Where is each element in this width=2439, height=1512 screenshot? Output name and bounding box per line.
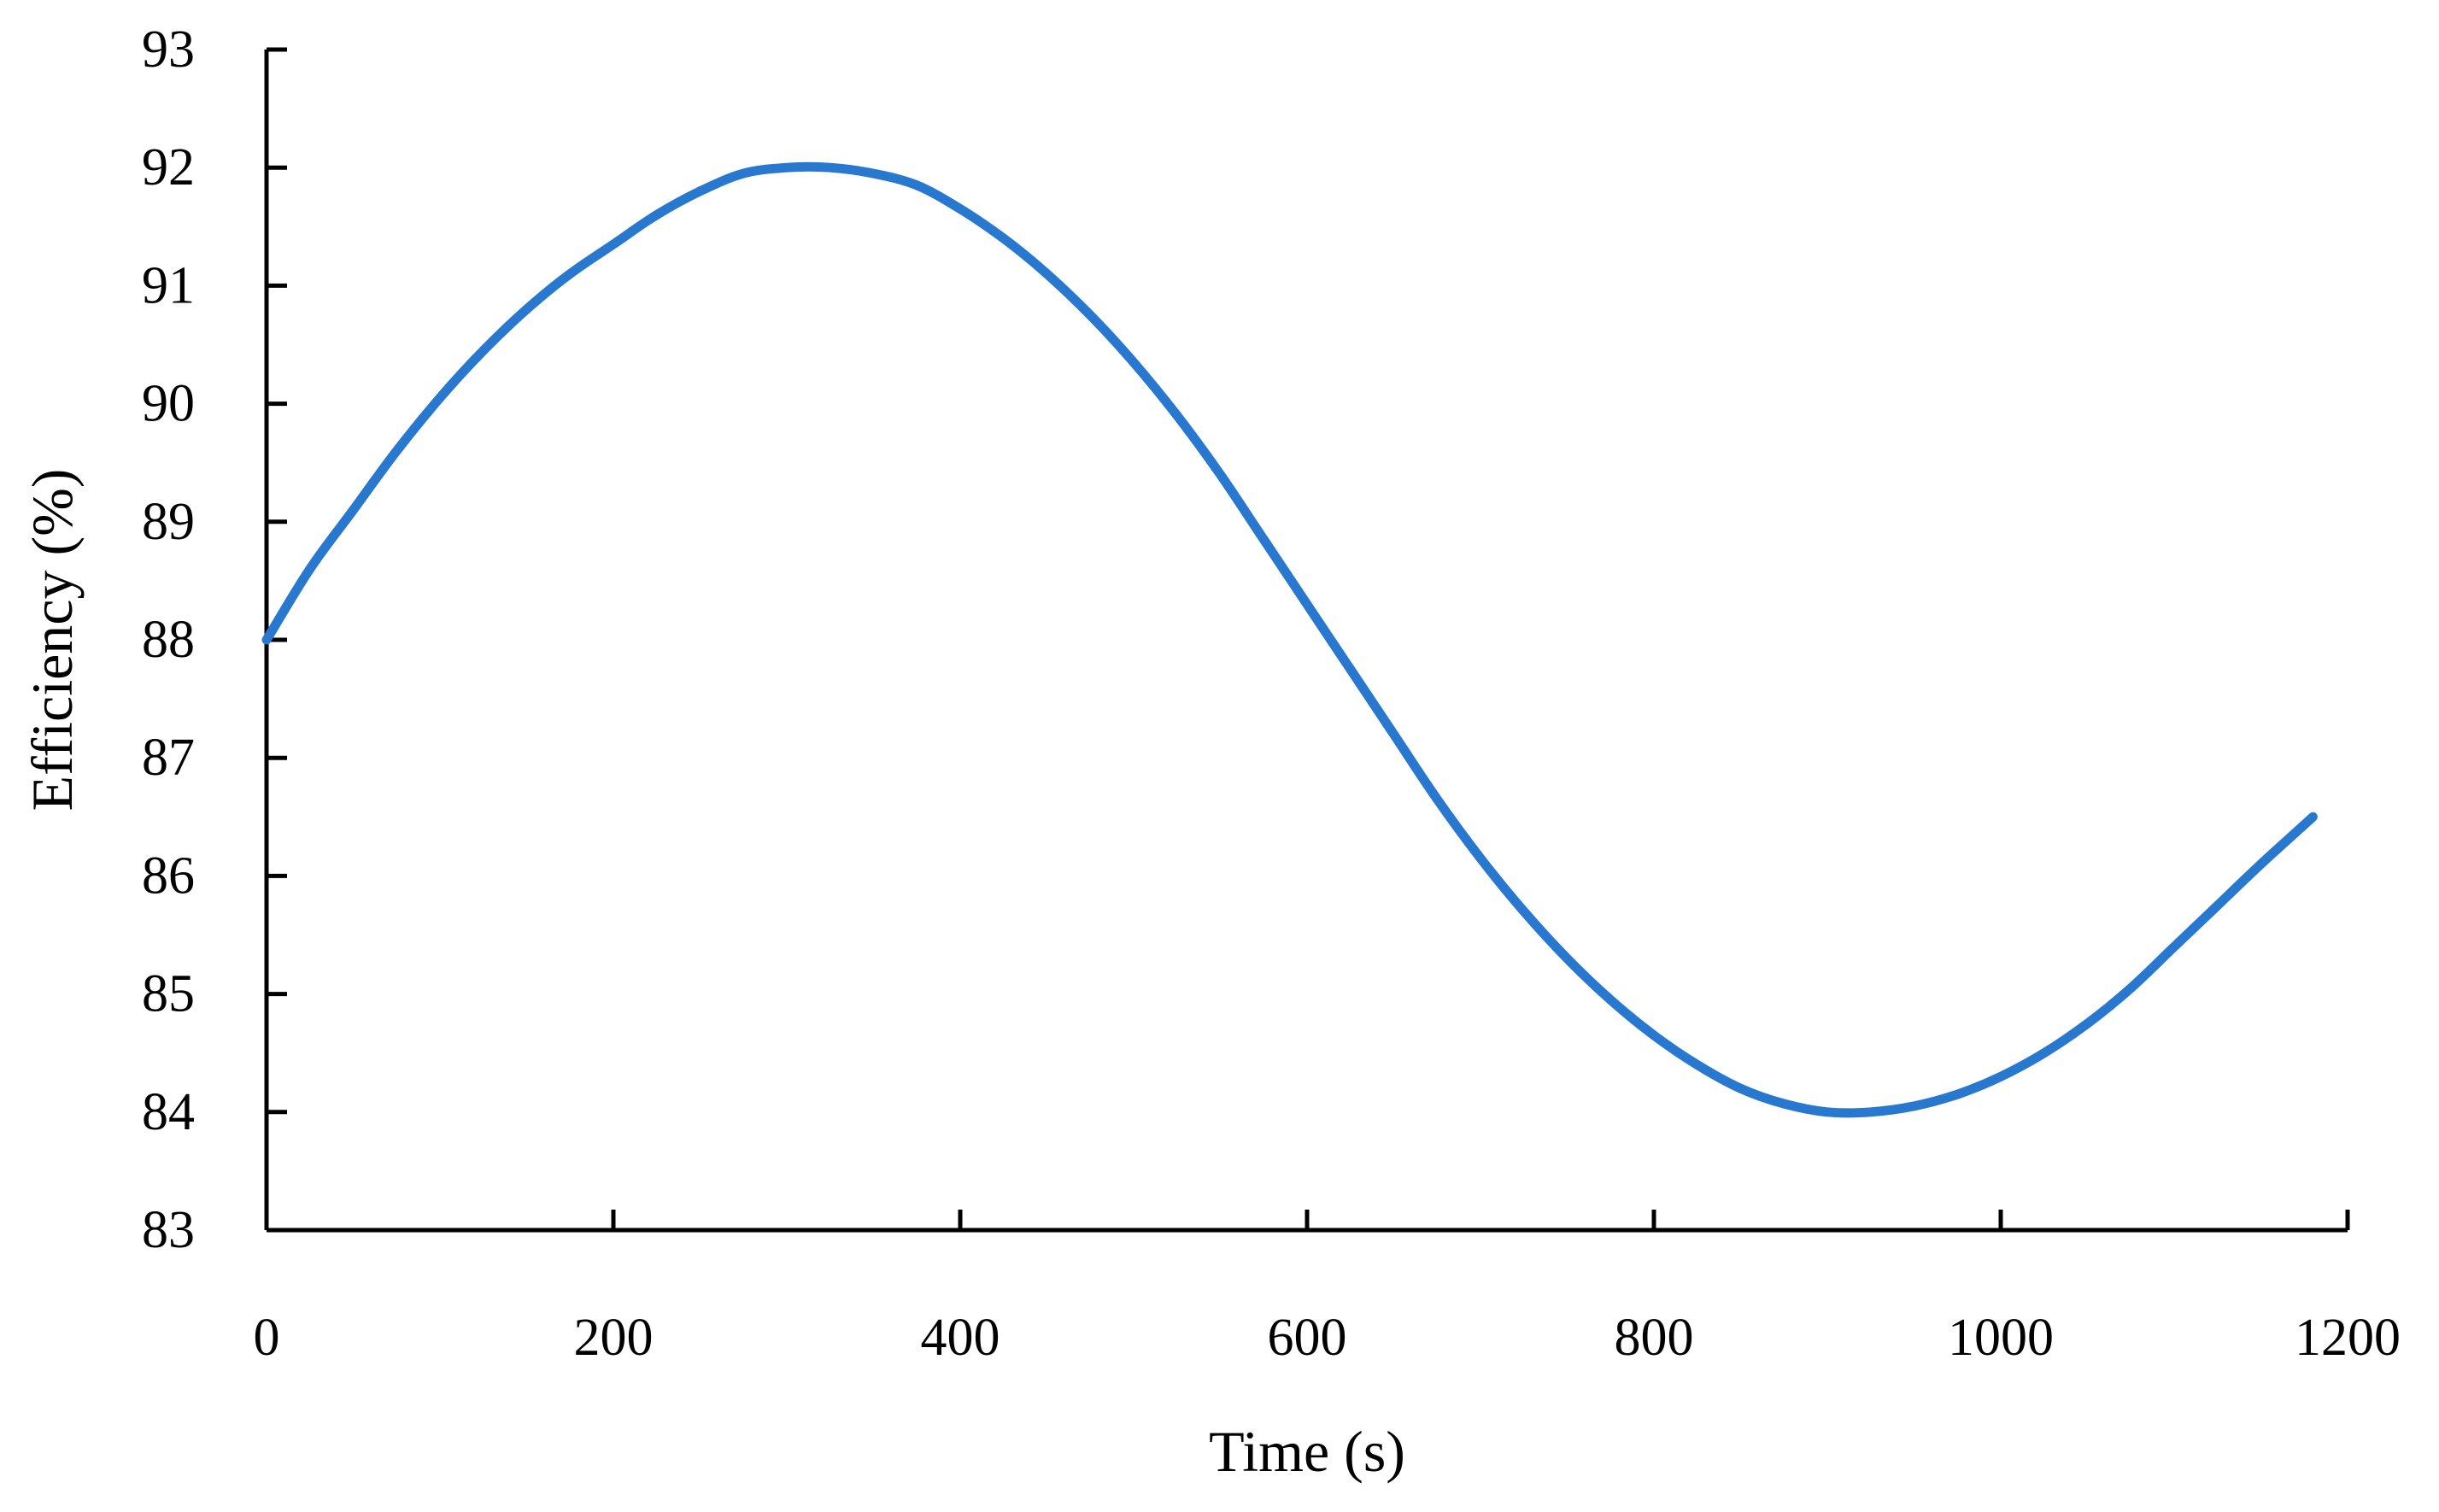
x-tick-label: 0 <box>254 1309 280 1367</box>
x-tick-label: 1000 <box>1948 1309 2054 1367</box>
y-tick-label: 85 <box>142 965 195 1023</box>
efficiency-series-line <box>261 161 2318 1118</box>
x-tick-label: 800 <box>1615 1309 1694 1367</box>
y-tick-label: 84 <box>142 1083 195 1141</box>
y-tick-label: 86 <box>142 847 195 905</box>
x-axis-ticks: 0 200 400 600 800 1000 1200 <box>254 1210 2401 1367</box>
x-tick-label: 600 <box>1268 1309 1347 1367</box>
x-tick-label: 1200 <box>2295 1309 2401 1367</box>
x-tick-label: 400 <box>921 1309 1000 1367</box>
x-tick-label: 200 <box>574 1309 654 1367</box>
y-tick-label: 90 <box>142 375 195 433</box>
y-tick-label: 83 <box>142 1201 195 1259</box>
y-tick-label: 87 <box>142 729 195 787</box>
y-tick-label: 88 <box>142 611 195 669</box>
y-axis-ticks: 83 84 85 86 87 88 89 90 91 92 93 <box>142 21 287 1259</box>
y-tick-label: 92 <box>142 138 195 196</box>
y-tick-label: 89 <box>142 493 195 551</box>
y-tick-label: 93 <box>142 21 195 79</box>
y-tick-label: 91 <box>142 256 195 314</box>
x-axis-title: Time (s) <box>1209 1419 1405 1484</box>
y-axis-title: Efficiency (%) <box>20 469 85 812</box>
